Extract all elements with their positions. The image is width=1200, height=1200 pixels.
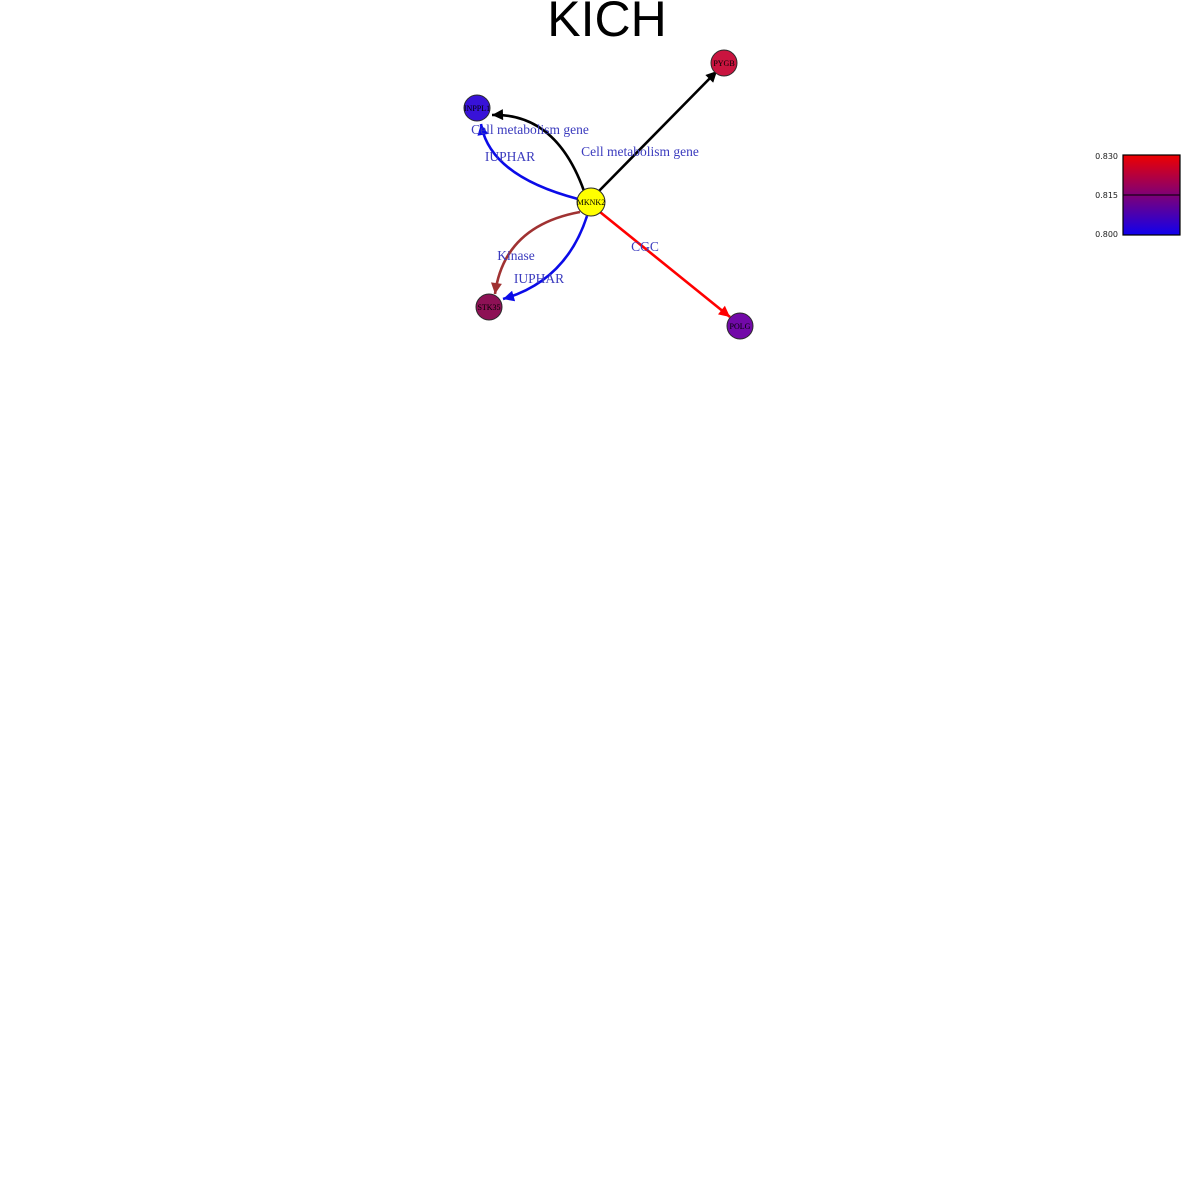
legend-tick-max: 0.830: [1095, 152, 1118, 161]
legend-tick-min: 0.800: [1095, 230, 1118, 239]
edge-mknk2-pygb-cell-metabolism-gene: [598, 70, 718, 192]
node-label-mknk2: MKNK2: [577, 198, 605, 207]
edge-mknk2-polg-cgc: [599, 210, 731, 319]
node-label-pygb: PYGB: [713, 59, 734, 68]
color-legend: 0.830 0.815 0.800: [1095, 152, 1181, 239]
edge-label-cgc: CGC: [631, 239, 659, 254]
edge-label-cell-metabolism-gene-right: Cell metabolism gene: [581, 144, 699, 159]
edge-label-iuphar-lower: IUPHAR: [514, 271, 564, 286]
node-label-polg: POLG: [730, 322, 751, 331]
edge-label-cell-metabolism-gene-left: Cell metabolism gene: [471, 122, 589, 137]
chart-title: KICH: [547, 0, 667, 47]
edge-mknk2-inppl1-cell-metabolism-gene: [491, 109, 586, 192]
edge-mknk2-stk35-kinase: [490, 210, 581, 295]
node-label-stk35: STK35: [477, 303, 500, 312]
node-stk35: [475, 293, 503, 321]
node-pygb: [710, 49, 738, 77]
edge-mknk2-inppl1-iuphar: [477, 123, 579, 201]
node-mknk2: [576, 187, 606, 217]
edge-label-iuphar-upper: IUPHAR: [485, 149, 535, 164]
node-polg: [726, 312, 754, 340]
edge-label-kinase: Kinase: [497, 248, 535, 263]
edge-mknk2-stk35-iuphar: [502, 215, 589, 302]
node-label-inppl1: INPPL1: [464, 104, 490, 113]
legend-tick-mid: 0.815: [1095, 191, 1118, 200]
node-inppl1: [463, 94, 491, 122]
